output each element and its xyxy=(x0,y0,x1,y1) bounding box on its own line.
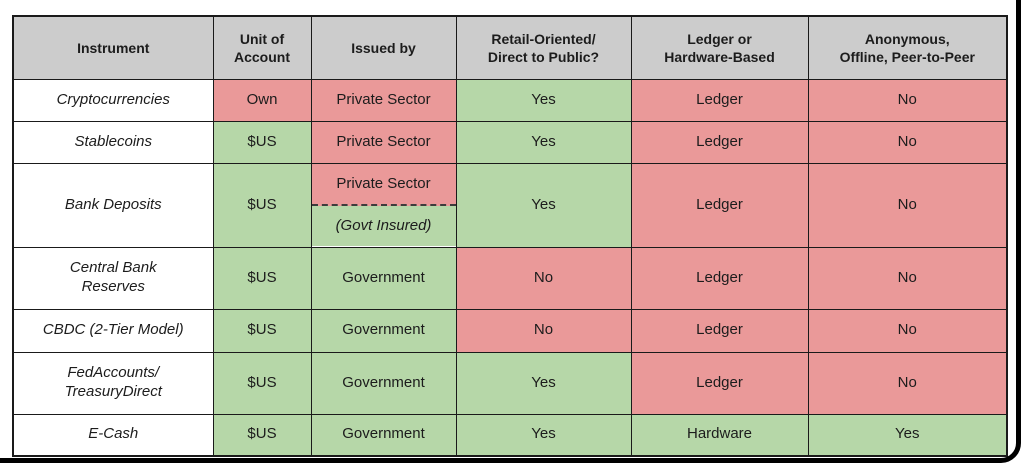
table-row: Cryptocurrencies Own Private Sector Yes Ledg… xyxy=(12,78,1008,122)
value-cell: Yes xyxy=(455,162,632,248)
value-cell: No xyxy=(807,162,1008,248)
column-header: Issued by xyxy=(310,15,457,80)
value-cell: Government xyxy=(310,413,457,457)
value-cell: Government xyxy=(310,308,457,353)
value-cell: No xyxy=(807,120,1008,164)
table-row: Central Bank Reserves $US Government No Ledg… xyxy=(12,246,1008,310)
value-cell: $US xyxy=(212,246,312,310)
issued-by-split-cell: Private Sector (Govt Insured) xyxy=(310,162,457,248)
value-cell: Yes xyxy=(455,78,632,122)
column-header: Ledger or Hardware-Based xyxy=(630,15,809,80)
value-cell: Private Sector xyxy=(310,78,457,122)
value-cell: No xyxy=(455,246,632,310)
value-cell: Hardware xyxy=(630,413,809,457)
column-header: Retail-Oriented/ Direct to Public? xyxy=(455,15,632,80)
value-cell: $US xyxy=(212,162,312,248)
value-cell: Ledger xyxy=(630,308,809,353)
value-cell: $US xyxy=(212,351,312,415)
value-cell: Yes xyxy=(455,351,632,415)
table-row: E-Cash $US Government Yes Hardware Yes xyxy=(12,413,1008,457)
value-cell: $US xyxy=(212,120,312,164)
value-cell: Private Sector xyxy=(310,120,457,164)
instrument-comparison-table: Instrument Unit of Account Issued by Retail… xyxy=(12,15,1008,457)
instrument-cell: E-Cash xyxy=(12,413,214,457)
instrument-cell: FedAccounts/ TreasuryDirect xyxy=(12,351,214,415)
column-header: Anonymous, Offline, Peer-to-Peer xyxy=(807,15,1008,80)
value-cell: Government xyxy=(310,246,457,310)
split-cell-top: Private Sector xyxy=(311,164,456,206)
header-row: Instrument Unit of Account Issued by Retail… xyxy=(12,15,1008,80)
value-cell: No xyxy=(807,246,1008,310)
instrument-cell: Bank Deposits xyxy=(12,162,214,248)
value-cell: Ledger xyxy=(630,162,809,248)
column-header: Unit of Account xyxy=(212,15,312,80)
instrument-cell: Cryptocurrencies xyxy=(12,78,214,122)
value-cell: Own xyxy=(212,78,312,122)
value-cell: $US xyxy=(212,308,312,353)
value-cell: Ledger xyxy=(630,351,809,415)
instrument-cell: Stablecoins xyxy=(12,120,214,164)
value-cell: Yes xyxy=(455,413,632,457)
value-cell: No xyxy=(455,308,632,353)
split-cell-bottom: (Govt Insured) xyxy=(311,206,456,246)
value-cell: Ledger xyxy=(630,246,809,310)
instrument-cell: Central Bank Reserves xyxy=(12,246,214,310)
value-cell: Ledger xyxy=(630,120,809,164)
table-row: Bank Deposits $US Private Sector (Govt Insu… xyxy=(12,162,1008,248)
instrument-cell: CBDC (2-Tier Model) xyxy=(12,308,214,353)
value-cell: Yes xyxy=(807,413,1008,457)
table-row: FedAccounts/ TreasuryDirect $US Government… xyxy=(12,351,1008,415)
column-header: Instrument xyxy=(12,15,214,80)
value-cell: No xyxy=(807,78,1008,122)
value-cell: No xyxy=(807,351,1008,415)
value-cell: $US xyxy=(212,413,312,457)
table-row: CBDC (2-Tier Model) $US Government No Ledger… xyxy=(12,308,1008,353)
table-header: Instrument Unit of Account Issued by Retail… xyxy=(12,15,1008,80)
value-cell: No xyxy=(807,308,1008,353)
split-cell-wrap: Private Sector (Govt Insured) xyxy=(311,164,456,246)
value-cell: Ledger xyxy=(630,78,809,122)
value-cell: Government xyxy=(310,351,457,415)
table-row: Stablecoins $US Private Sector Yes Ledger No xyxy=(12,120,1008,164)
value-cell: Yes xyxy=(455,120,632,164)
table-body: Cryptocurrencies Own Private Sector Yes Ledg… xyxy=(12,78,1008,457)
